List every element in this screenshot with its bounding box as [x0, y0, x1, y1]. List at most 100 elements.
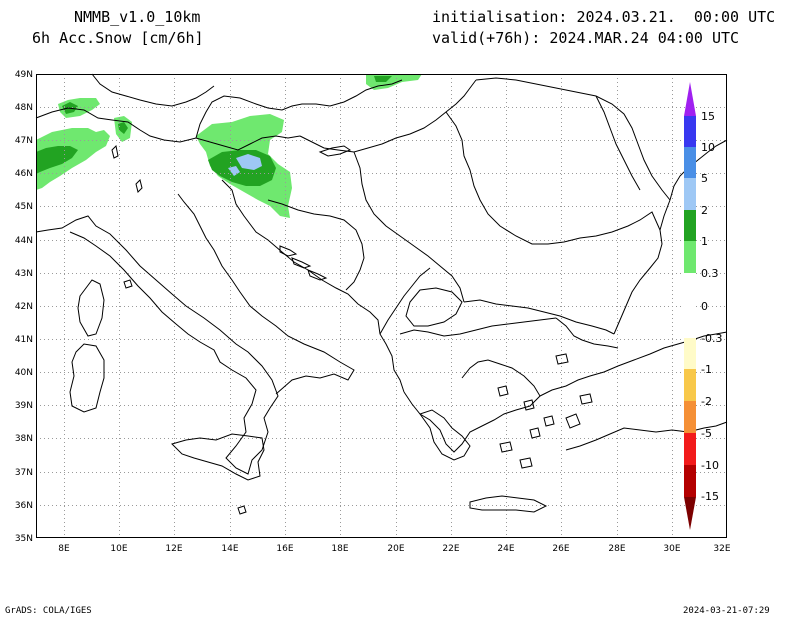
border-macedonia: [405, 287, 463, 327]
lon-label: 10E: [110, 544, 127, 554]
colorbar-swatch-0.3-1: [684, 241, 696, 273]
colorbar-top-arrow: [684, 82, 696, 116]
lat-label: 39N: [15, 401, 33, 411]
lat-label: 45N: [15, 202, 33, 212]
lon-label: 14E: [221, 544, 238, 554]
colorbar-swatch-neg0.3-0: [684, 306, 696, 338]
border-hungary: [299, 79, 477, 153]
border-turkey: [555, 317, 619, 349]
coast-italy: [35, 215, 279, 475]
colorbar-swatch-neg1: [684, 338, 696, 369]
lat-label: 41N: [15, 335, 33, 345]
border-ukraine: [475, 77, 671, 201]
coast-black-sea: [613, 139, 728, 335]
colorbar-label: 0.3: [701, 267, 719, 280]
lat-label: 47N: [15, 136, 33, 146]
lat-label: 35N: [15, 534, 33, 544]
lakes: [111, 144, 352, 193]
lat-label: 37N: [15, 468, 33, 478]
lon-label: 32E: [713, 544, 730, 554]
border-bosnia: [267, 199, 365, 291]
colorbar-labels: 15 10 5 2 1 0.3 0 -0.3 -1 -2 -5 -10 -15: [701, 110, 722, 503]
init-time: initialisation: 2024.03.21. 00:00 UTC: [432, 8, 776, 26]
lon-label: 12E: [165, 544, 182, 554]
coast-greece: [403, 359, 541, 453]
coast-island-9: [519, 457, 533, 469]
lat-label: 46N: [15, 169, 33, 179]
lat-label: 44N: [15, 236, 33, 246]
coast-island-2: [523, 399, 535, 411]
coast-italy-heel: [177, 193, 355, 395]
colorbar-label: -2: [701, 395, 712, 408]
coast-dalmatian-3: [279, 245, 298, 257]
border-moldova: [595, 95, 641, 191]
snow-area-alps-west: [36, 128, 110, 190]
colorbar-swatch-neg5: [684, 401, 696, 433]
lat-label: 49N: [15, 70, 33, 80]
lat-label: 48N: [15, 103, 33, 113]
snow-area-alps-west-core: [36, 146, 78, 174]
border-alps: [35, 107, 301, 151]
map-frame: [36, 74, 727, 538]
coast-island-5: [555, 353, 569, 365]
lat-label: 36N: [15, 501, 33, 511]
coast-malta: [237, 505, 247, 515]
valid-time: valid(+76h): 2024.MAR.24 04:00 UTC: [432, 29, 740, 47]
colorbar-label: 5: [701, 172, 708, 185]
border-greece-north: [399, 317, 557, 337]
colorbar-swatch-neg2: [684, 369, 696, 401]
coast-adriatic-east: [221, 179, 405, 393]
colorbar-label: 0: [701, 300, 708, 313]
snow-area-carpathians-core: [374, 76, 392, 82]
lake-garda: [135, 179, 143, 193]
lon-label: 28E: [608, 544, 625, 554]
colorbar-label: 1: [701, 235, 708, 248]
lon-label: 30E: [663, 544, 680, 554]
coast-crete: [469, 495, 548, 513]
graticule: [36, 74, 727, 538]
lake-como: [111, 144, 119, 159]
colorbar-label: 2: [701, 204, 708, 217]
footer-timestamp: 2024-03-21-07:29: [683, 606, 770, 616]
colorbar-swatch-5-10: [684, 147, 696, 178]
coast-island-8: [499, 441, 513, 453]
border-romania: [445, 111, 661, 245]
border-albania: [379, 267, 431, 335]
lon-label: 8E: [58, 544, 70, 554]
colorbar-swatch-neg15: [684, 465, 696, 497]
coast-elba: [123, 279, 133, 289]
coast-island-4: [529, 427, 541, 439]
lat-label: 38N: [15, 434, 33, 444]
colorbar: [684, 82, 696, 530]
lon-label: 18E: [331, 544, 348, 554]
colorbar-bottom-arrow: [684, 497, 696, 530]
borders: [35, 73, 671, 349]
border-bulgaria: [463, 299, 615, 335]
colorbar-swatch-0-0.3: [684, 273, 696, 306]
coast-sicily: [171, 433, 265, 481]
coast-island-3: [543, 415, 555, 427]
lon-label: 22E: [442, 544, 459, 554]
colorbar-swatch-10-15: [684, 116, 696, 147]
model-name: NMMB_v1.0_10km: [74, 8, 201, 26]
coast-corsica: [77, 279, 105, 337]
colorbar-swatch-2-5: [684, 178, 696, 210]
border-austria: [195, 79, 403, 139]
colorbar-label: -10: [701, 459, 719, 472]
colorbar-label: 10: [701, 141, 715, 154]
colorbar-label: -5: [701, 427, 712, 440]
field-name: 6h Acc.Snow [cm/6h]: [32, 29, 204, 47]
colorbar-label: -0.3: [701, 332, 722, 345]
lat-label: 43N: [15, 269, 33, 279]
longitude-labels: 8E 10E 12E 14E 16E 18E 20E 22E 24E 26E 2…: [58, 544, 731, 554]
lon-label: 24E: [497, 544, 514, 554]
coast-island-6: [579, 393, 593, 405]
colorbar-swatch-1-2: [684, 210, 696, 241]
coast-turkey-south: [565, 421, 728, 451]
footer-credit: GrADS: COLA/IGES: [5, 606, 92, 616]
colorbar-swatch-neg10: [684, 433, 696, 465]
coast-island-1: [497, 385, 509, 397]
snow-area-slovenia-small: [228, 166, 240, 176]
coast-dalmatian-2: [307, 269, 328, 281]
